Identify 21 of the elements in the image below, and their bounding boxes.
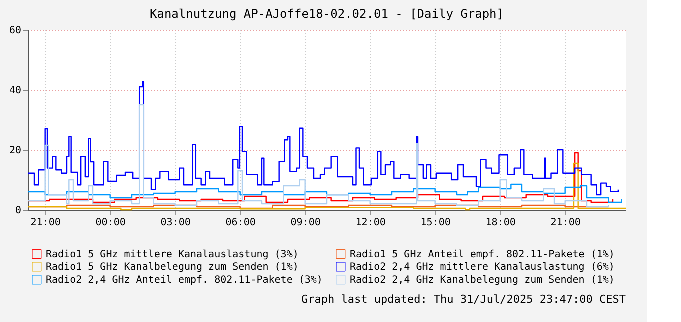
- x-tick-label: 03:00: [160, 218, 191, 228]
- x-tick-label: 12:00: [356, 218, 386, 228]
- y-tick-label: 60: [9, 26, 22, 36]
- x-tick-label: 15:00: [420, 218, 451, 228]
- legend-label: Radio2 2,4 GHz mittlere Kanalauslastung (6%): [350, 262, 615, 273]
- x-tick-label: 06:00: [226, 218, 256, 228]
- legend-label: Radio1 5 GHz mittlere Kanalauslastung (3%): [46, 249, 299, 260]
- legend-label: Radio2 2,4 GHz Anteil empf. 802.11-Pakete (3%): [46, 275, 323, 286]
- text: Graph last updated: Thu 31/Jul/2025 23:47:00 CEST: [301, 293, 626, 306]
- x-tick-label: 00:00: [96, 218, 126, 228]
- x-tick-label: 18:00: [486, 218, 516, 228]
- y-tick-label: 0: [15, 206, 22, 216]
- chart-title: Kanalnutzung AP-AJoffe18-02.02.01 - [Daily Graph]: [150, 7, 504, 21]
- legend-label: Radio2 2,4 GHz Kanalbelegung zum Senden (1%): [350, 275, 615, 286]
- y-tick-label: 40: [9, 86, 22, 96]
- legend-label: Radio1 5 GHz Anteil empf. 802.11-Pakete (1%): [350, 249, 615, 260]
- x-tick-label: 21:00: [30, 218, 61, 228]
- y-tick-label: 20: [9, 146, 22, 156]
- legend-label: Radio1 5 GHz Kanalbelegung zum Senden (1%): [46, 262, 299, 273]
- x-tick-label: 21:00: [550, 218, 581, 228]
- x-tick-label: 09:00: [290, 218, 321, 228]
